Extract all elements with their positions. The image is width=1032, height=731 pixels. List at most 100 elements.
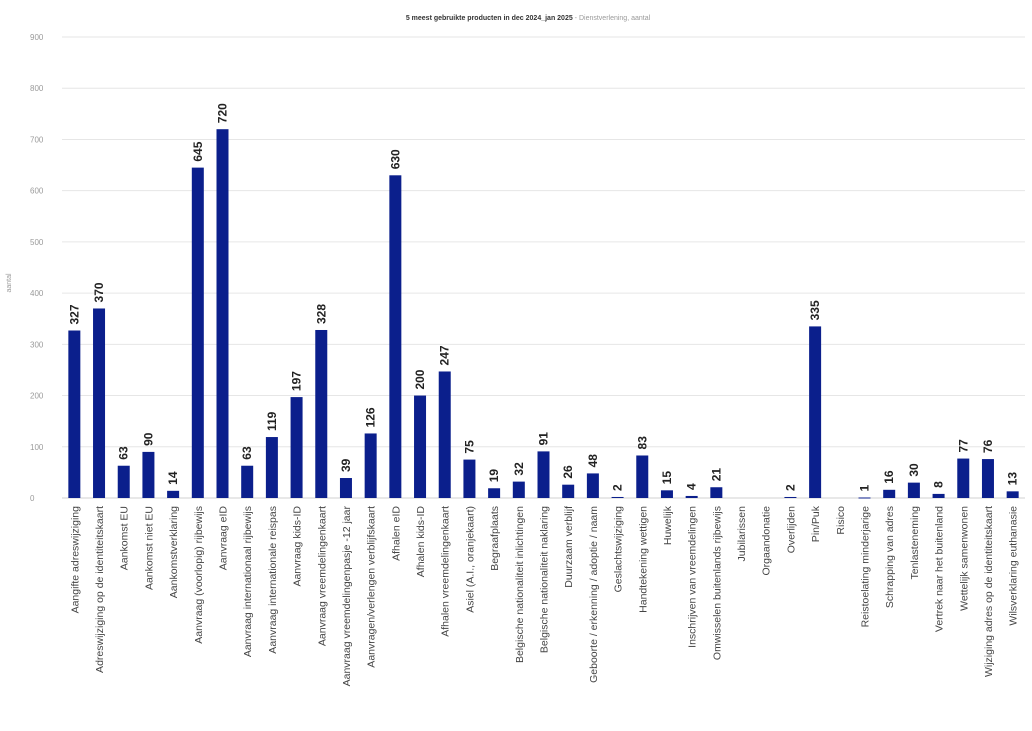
- data-label: 48: [586, 454, 600, 468]
- chart-title-main: 5 meest gebruikte producten in dec 2024_…: [406, 15, 573, 22]
- x-tick-label: Pin/Puk: [810, 505, 822, 542]
- data-label: 63: [240, 446, 254, 460]
- x-tick-label: Afhalen vreemdelingenkaart: [440, 506, 452, 637]
- x-tick-label: Aanvraag internationale reispas: [267, 506, 279, 654]
- x-tick-label: Geslachtswijziging: [613, 506, 625, 593]
- bar: [290, 397, 303, 498]
- bar: [636, 455, 649, 498]
- x-tick-label: Aanvraag vreemdelingenkaart: [316, 506, 328, 646]
- x-tick-label: Vertrek naar het buitenland: [934, 506, 946, 632]
- bar: [1006, 491, 1019, 498]
- y-tick-label: 800: [30, 84, 44, 93]
- data-label: 30: [907, 463, 921, 477]
- data-label: 77: [956, 439, 970, 453]
- x-tick-label: Wilsverklaring euthanasie: [1008, 506, 1020, 626]
- bar: [809, 326, 822, 498]
- bar: [611, 496, 624, 498]
- bar: [265, 437, 278, 498]
- x-tick-label: Afhalen kids-ID: [415, 506, 427, 578]
- y-tick-label: 0: [30, 494, 35, 503]
- x-tick-label: Inschrijven van vreemdelingen: [687, 506, 699, 648]
- bar: [93, 308, 106, 498]
- x-tick-label: Asiel (A.I., oranjekaart): [464, 506, 476, 613]
- x-tick-label: Aankomst niet EU: [143, 506, 155, 590]
- data-label: 15: [660, 471, 674, 485]
- data-label: 32: [512, 462, 526, 476]
- bar: [586, 473, 599, 498]
- bar: [117, 465, 130, 498]
- y-tick-label: 400: [30, 289, 44, 298]
- x-tick-label: Orgaandonatie: [761, 506, 773, 576]
- data-label: 21: [709, 468, 723, 482]
- y-tick-label: 900: [30, 33, 44, 42]
- chart-title: 5 meest gebruikte producten in dec 2024_…: [406, 15, 651, 22]
- x-tick-label: Aangifte adreswijziging: [69, 506, 81, 614]
- data-label: 19: [487, 469, 501, 483]
- data-labels: 3273706390146457206311919732839126630200…: [67, 103, 1019, 492]
- data-label: 2: [611, 484, 625, 491]
- data-label: 14: [166, 471, 180, 485]
- data-label: 630: [388, 149, 402, 169]
- x-tick-label: Handtekening wettigen: [637, 506, 649, 613]
- x-tick-label: Aanvraag vreemdelingenpasje -12 jaar: [341, 506, 353, 687]
- data-label: 91: [537, 432, 551, 446]
- y-tick-label: 600: [30, 187, 44, 196]
- x-tick-label: Aanvraag eID: [218, 506, 230, 571]
- x-tick-label: Aanvragen/verlengen verblijfskaart: [366, 506, 378, 668]
- bar: [191, 167, 204, 498]
- bar: [241, 465, 254, 498]
- bar: [438, 371, 451, 498]
- x-tick-label: Aanvraag (voorlopig) rijbewijs: [193, 506, 205, 644]
- chart-subtitle: - Dienstverlening, aantal: [573, 15, 651, 22]
- bar: [957, 458, 970, 498]
- bars: [68, 129, 1019, 499]
- bar: [68, 330, 81, 498]
- x-tick-label: Omwisselen buitenlands rijbewijs: [711, 506, 723, 660]
- bar: [858, 497, 871, 499]
- bar: [364, 433, 377, 498]
- x-tick-label: Aanvraag kids-ID: [292, 506, 304, 587]
- data-label: 4: [685, 483, 699, 490]
- data-label: 26: [561, 465, 575, 479]
- y-axis-ticks: 0 100 200 300 400 500 600 700 800 900: [30, 33, 44, 503]
- data-label: 2: [783, 484, 797, 491]
- data-label: 370: [92, 282, 106, 302]
- data-label: 39: [339, 458, 353, 472]
- data-label: 8: [932, 481, 946, 488]
- x-tick-label: Adreswijziging op de identiteitskaart: [94, 506, 106, 673]
- x-tick-label: Jubilarissen: [736, 506, 748, 562]
- data-label: 645: [191, 141, 205, 161]
- x-tick-label: Schrapping van adres: [884, 506, 896, 608]
- y-axis-label: aantal: [6, 273, 13, 293]
- y-tick-label: 100: [30, 443, 44, 452]
- bar: [512, 481, 525, 498]
- data-label: 126: [364, 407, 378, 427]
- x-tick-label: Aankomstverklaring: [168, 506, 180, 598]
- bar: [710, 487, 723, 498]
- data-label: 90: [141, 432, 155, 446]
- bar: [562, 484, 575, 498]
- bar: [488, 488, 501, 498]
- bar: [537, 451, 550, 498]
- data-label: 720: [216, 103, 230, 123]
- x-tick-label: Belgische nationaliteit inlichtingen: [514, 506, 526, 663]
- bar: [883, 489, 896, 498]
- bar: [463, 459, 476, 498]
- bar: [932, 493, 945, 498]
- bar: [216, 129, 229, 498]
- x-tick-label: Geboorte / erkenning / adoptie / naam: [588, 506, 600, 683]
- bar: [339, 478, 352, 498]
- bar: [685, 495, 698, 498]
- data-label: 327: [67, 304, 81, 324]
- y-tick-label: 700: [30, 135, 44, 144]
- gridlines: [62, 36, 1025, 448]
- bar: [167, 490, 180, 498]
- x-tick-label: Aankomst EU: [119, 506, 131, 570]
- data-label: 63: [117, 446, 131, 460]
- x-tick-label: Overlijden: [785, 506, 797, 553]
- y-tick-label: 200: [30, 392, 44, 401]
- x-tick-label: Risico: [835, 506, 847, 535]
- bar: [142, 451, 155, 498]
- x-tick-label: Begraafplaats: [489, 506, 501, 571]
